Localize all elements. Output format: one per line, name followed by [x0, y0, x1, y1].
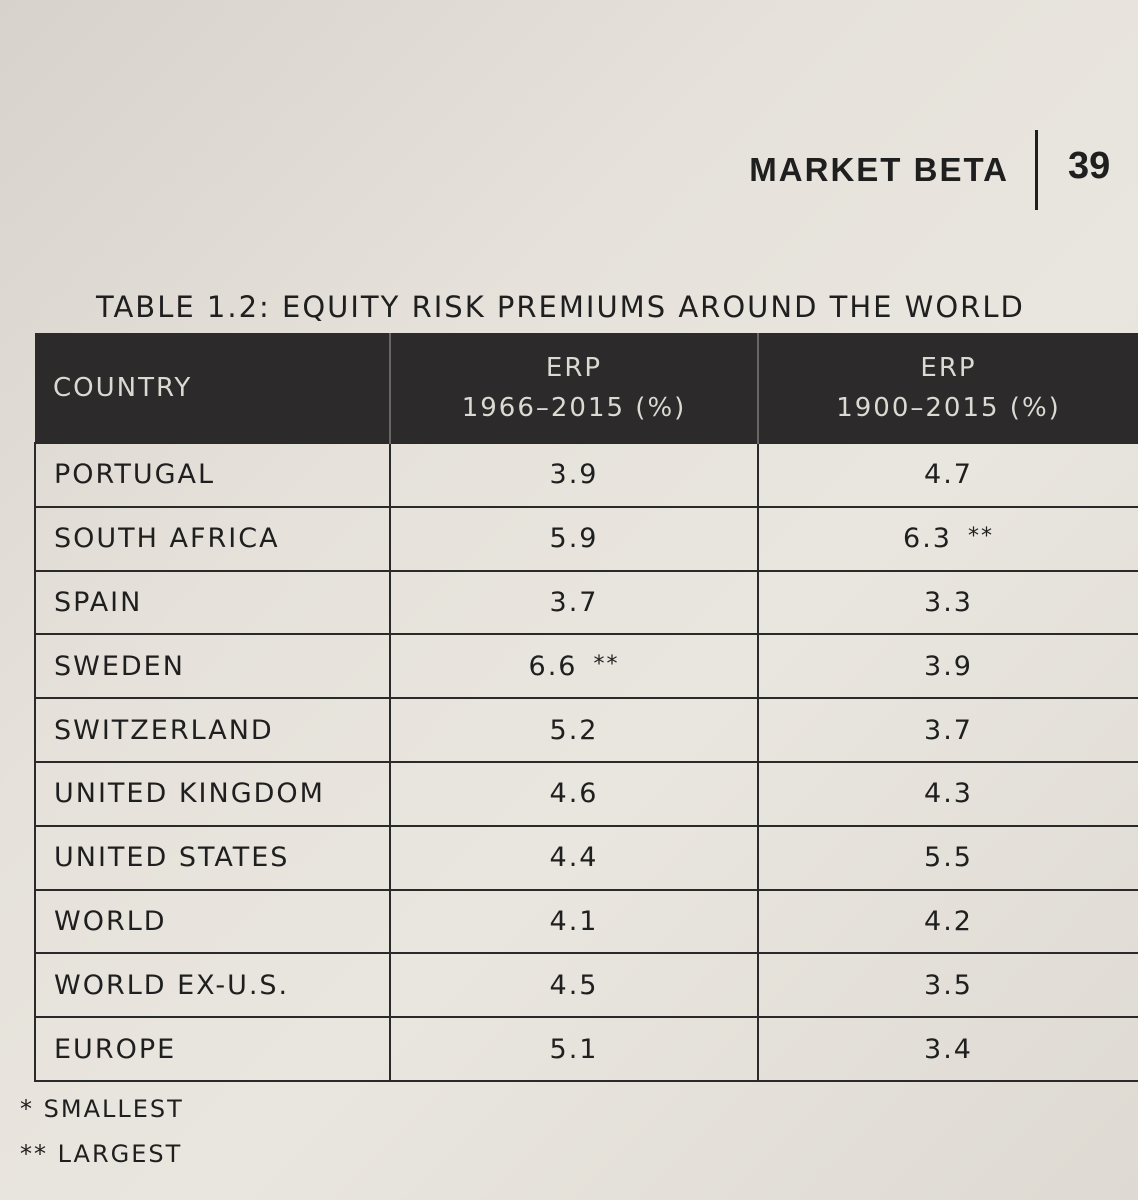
erp-1966-2015-cell: 3.9 — [389, 442, 759, 508]
erp-value: 4.6 — [549, 778, 599, 810]
erp-1966-2015-cell: 6.6 ** — [389, 633, 759, 700]
table-row: UNITED KINGDOM 4.6 4.3 — [34, 760, 1138, 827]
country-cell: UNITED KINGDOM — [34, 760, 391, 827]
table-body: PORTUGAL 3.9 4.7 SOUTH AFRICA 5.9 6.3 ** SPAIN 3… — [34, 442, 1138, 1082]
column-header-line: 1966–2015 (%) — [461, 392, 687, 423]
erp-value: 4.3 — [924, 778, 973, 810]
column-header-erp-1900-2015: ERP 1900–2015 (%) — [758, 333, 1138, 443]
country-cell: SWITZERLAND — [34, 697, 391, 763]
section-title: MARKET BETA — [749, 151, 1009, 188]
table-row: SWEDEN 6.6 ** 3.9 — [34, 633, 1138, 700]
country-cell: SPAIN — [34, 569, 391, 636]
erp-table: COUNTRY ERP 1966–2015 (%) ERP 1900–2015 … — [34, 333, 1138, 1082]
legend-largest: ** LARGEST — [20, 1140, 183, 1168]
erp-value: 5.1 — [549, 1033, 599, 1065]
erp-1900-2015-cell: 3.4 — [757, 1016, 1138, 1082]
erp-1900-2015-cell: 4.2 — [757, 888, 1138, 955]
erp-value: 4.5 — [549, 969, 599, 1001]
erp-value: 3.7 — [549, 586, 599, 618]
table-row: WORLD EX-U.S. 4.5 3.5 — [34, 952, 1138, 1019]
country-cell: UNITED STATES — [34, 824, 391, 891]
country-cell: SOUTH AFRICA — [34, 505, 391, 572]
column-header-line: ERP — [545, 352, 603, 383]
erp-1966-2015-cell: 4.6 — [389, 760, 759, 827]
table-row: SWITZERLAND 5.2 3.7 — [34, 697, 1138, 763]
column-header-line: ERP — [920, 352, 977, 383]
country-cell: SWEDEN — [34, 633, 391, 700]
largest-marker: ** — [593, 651, 620, 677]
erp-value: 4.7 — [924, 459, 973, 491]
erp-value: 3.7 — [924, 714, 973, 746]
erp-1900-2015-cell: 3.3 — [757, 569, 1138, 636]
erp-1900-2015-cell: 3.5 — [757, 952, 1138, 1019]
erp-value: 3.5 — [924, 969, 973, 1001]
erp-1900-2015-cell: 6.3 ** — [757, 505, 1138, 572]
erp-1966-2015-cell: 5.1 — [389, 1016, 759, 1082]
erp-1966-2015-cell: 3.7 — [389, 569, 759, 636]
erp-1966-2015-cell: 5.2 — [389, 697, 759, 763]
erp-1900-2015-cell: 5.5 — [757, 824, 1138, 891]
erp-1900-2015-cell: 3.7 — [757, 697, 1138, 763]
erp-1966-2015-cell: 4.1 — [389, 888, 759, 955]
largest-marker: ** — [967, 524, 994, 550]
page-number: 39 — [1068, 144, 1111, 187]
erp-1966-2015-cell: 5.9 — [389, 505, 759, 572]
erp-value: 6.6 — [528, 650, 578, 682]
country-cell: PORTUGAL — [34, 442, 391, 508]
erp-1900-2015-cell: 4.7 — [757, 442, 1138, 508]
table-row: UNITED STATES 4.4 5.5 — [34, 824, 1138, 891]
table-row: EUROPE 5.1 3.4 — [34, 1016, 1138, 1082]
erp-value: 5.5 — [924, 842, 973, 874]
table-row: WORLD 4.1 4.2 — [34, 888, 1138, 955]
erp-value: 6.3 — [903, 523, 952, 555]
erp-value: 4.1 — [549, 905, 599, 937]
erp-value: 3.9 — [549, 459, 599, 491]
erp-1966-2015-cell: 4.5 — [389, 952, 759, 1019]
erp-value: 5.9 — [549, 523, 599, 555]
column-header-country: COUNTRY — [35, 333, 391, 443]
column-header-line: 1900–2015 (%) — [836, 392, 1061, 423]
erp-1966-2015-cell: 4.4 — [389, 824, 759, 891]
country-cell: WORLD — [34, 888, 391, 955]
country-cell: WORLD EX-U.S. — [34, 952, 391, 1019]
page-header: MARKET BETA 39 — [749, 130, 1138, 210]
erp-1900-2015-cell: 4.3 — [757, 760, 1138, 827]
header-divider — [1035, 130, 1038, 210]
erp-value: 3.4 — [924, 1033, 973, 1065]
country-cell: EUROPE — [34, 1016, 391, 1082]
legend-smallest: * SMALLEST — [20, 1095, 184, 1123]
table-row: SOUTH AFRICA 5.9 6.3 ** — [34, 505, 1138, 572]
column-header-erp-1966-2015: ERP 1966–2015 (%) — [390, 333, 759, 443]
erp-1900-2015-cell: 3.9 — [757, 633, 1138, 700]
erp-value: 4.4 — [549, 842, 599, 874]
erp-value: 3.9 — [924, 650, 973, 682]
table-row: SPAIN 3.7 3.3 — [34, 569, 1138, 636]
table-title: TABLE 1.2: EQUITY RISK PREMIUMS AROUND T… — [96, 290, 1025, 324]
table-row: PORTUGAL 3.9 4.7 — [34, 442, 1138, 508]
erp-value: 3.3 — [924, 586, 973, 618]
erp-value: 5.2 — [549, 714, 599, 746]
table-header-row: COUNTRY ERP 1966–2015 (%) ERP 1900–2015 … — [35, 333, 1138, 443]
erp-value: 4.2 — [924, 905, 973, 937]
